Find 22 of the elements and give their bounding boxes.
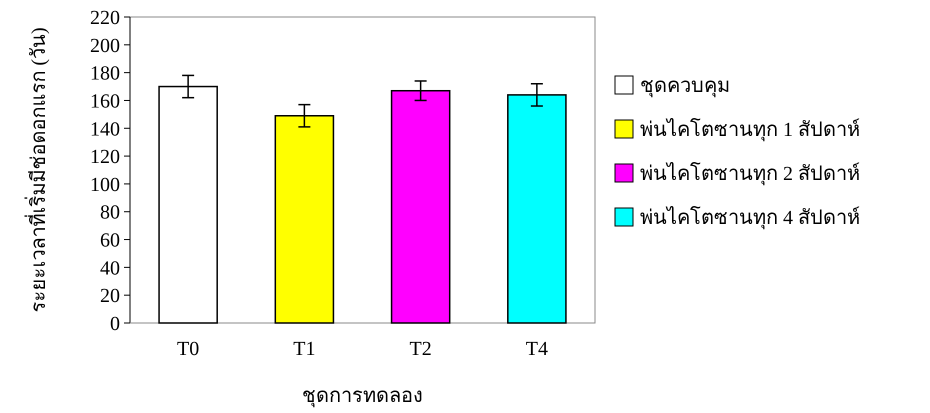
x-axis-title: ชุดการทดลอง bbox=[302, 385, 423, 408]
y-tick-label: 160 bbox=[90, 90, 120, 112]
legend-label: ชุดควบคุม bbox=[640, 75, 730, 98]
y-tick-label: 60 bbox=[100, 230, 120, 252]
y-tick-label: 120 bbox=[90, 146, 120, 168]
y-tick-label: 100 bbox=[90, 174, 120, 196]
y-tick-label: 140 bbox=[90, 118, 120, 140]
x-tick-label: T4 bbox=[526, 338, 548, 360]
legend-label: พ่นไคโตซานทุก 4 สัปดาห์ bbox=[640, 206, 860, 230]
y-tick-label: 180 bbox=[90, 62, 120, 85]
legend-label: พ่นไคโตซานทุก 1 สัปดาห์ bbox=[640, 118, 860, 142]
x-tick-label: T2 bbox=[410, 338, 432, 360]
y-tick-label: 200 bbox=[90, 34, 120, 57]
y-tick-label: 40 bbox=[100, 257, 120, 280]
legend-label: พ่นไคโตซานทุก 2 สัปดาห์ bbox=[640, 162, 860, 186]
y-tick-label: 20 bbox=[100, 285, 120, 308]
x-tick-label: T1 bbox=[293, 338, 316, 360]
y-tick-label: 0 bbox=[110, 313, 120, 335]
x-tick-label: T0 bbox=[177, 338, 200, 360]
y-tick-label: 80 bbox=[100, 202, 120, 224]
y-axis-title: ระยะเวลาที่เริ่มมีช่อดอกแรก (วัน) bbox=[24, 27, 50, 313]
y-tick-label: 220 bbox=[90, 7, 120, 29]
